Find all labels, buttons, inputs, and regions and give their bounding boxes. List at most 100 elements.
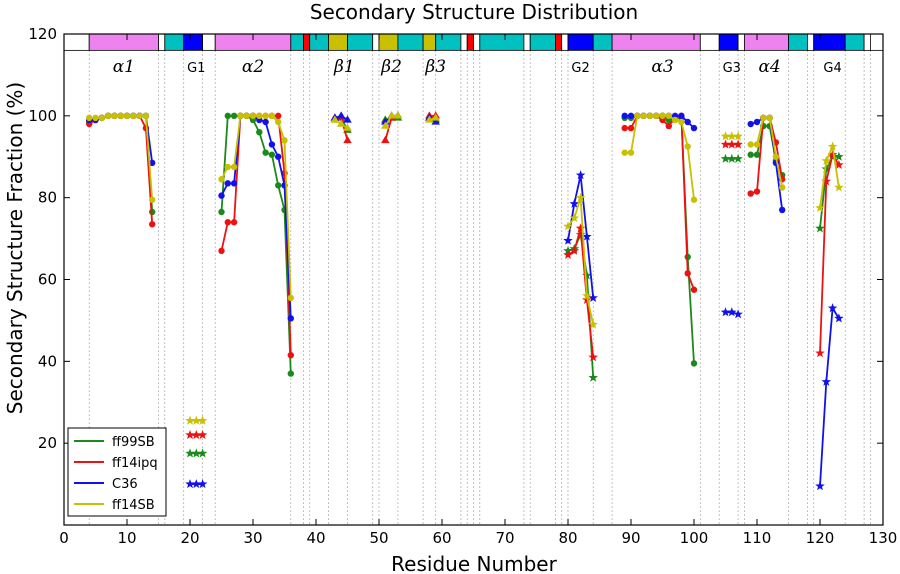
x-tick-label: 40 xyxy=(306,529,325,547)
legend-item-ff99SB: ff99SB xyxy=(74,435,155,450)
structure-block xyxy=(473,33,481,51)
data-point xyxy=(249,112,257,120)
legend-item-ff14SB: ff14SB xyxy=(74,498,155,513)
data-point xyxy=(149,196,156,203)
data-point xyxy=(747,141,754,148)
data-point xyxy=(727,307,737,317)
data-point xyxy=(149,221,156,228)
series-ff14SB xyxy=(86,111,844,425)
data-point xyxy=(747,120,754,128)
structure-block xyxy=(290,33,304,51)
legend-label: ff14SB xyxy=(112,498,155,513)
data-point xyxy=(262,118,269,126)
data-point xyxy=(575,170,586,180)
data-point xyxy=(218,208,225,216)
data-point xyxy=(827,303,838,313)
data-point xyxy=(569,213,580,223)
data-point xyxy=(684,118,691,126)
data-point xyxy=(104,112,112,120)
x-tick-label: 10 xyxy=(117,529,136,547)
structure-block xyxy=(567,33,594,51)
data-point xyxy=(627,112,635,120)
structure-block xyxy=(378,33,399,51)
data-point xyxy=(569,245,580,255)
structure-block xyxy=(63,33,90,51)
data-point xyxy=(727,153,737,163)
data-point xyxy=(256,129,263,136)
segment-label: α4 xyxy=(758,57,780,77)
data-point xyxy=(588,292,598,302)
data-point xyxy=(431,113,440,121)
data-point xyxy=(720,307,731,317)
data-point xyxy=(627,124,635,132)
y-tick-label: 120 xyxy=(28,25,57,43)
segment-label: β3 xyxy=(424,57,446,77)
data-point xyxy=(191,429,202,440)
data-point xyxy=(733,131,743,141)
axis-ticks: 0 10 20 30 40 50 60 70 80 90 100 110 120 130 20 40 60 80 1… xyxy=(28,25,897,547)
x-tick-label: 130 xyxy=(869,529,898,547)
series-line xyxy=(624,114,695,291)
data-point xyxy=(142,112,150,120)
data-point xyxy=(563,235,573,245)
x-tick-label: 20 xyxy=(180,529,199,547)
data-point xyxy=(640,112,647,120)
data-point xyxy=(185,415,195,425)
structure-block xyxy=(718,33,739,51)
structure-block xyxy=(328,33,348,51)
data-point xyxy=(275,182,282,189)
data-point xyxy=(218,192,225,199)
segment-label: G2 xyxy=(571,61,589,76)
data-point xyxy=(684,270,691,277)
data-point xyxy=(381,135,390,144)
secondary-structure-bar xyxy=(63,33,884,51)
data-point xyxy=(275,118,282,126)
structure-block xyxy=(302,33,311,51)
x-tick-label: 30 xyxy=(243,529,262,547)
data-point xyxy=(123,112,131,120)
structure-block xyxy=(479,33,525,51)
data-point xyxy=(671,116,679,124)
data-point xyxy=(720,139,731,149)
structure-block xyxy=(555,33,563,51)
legend-item-C36: C36 xyxy=(74,477,138,492)
data-point xyxy=(588,372,598,382)
data-point xyxy=(753,188,761,195)
data-point xyxy=(690,124,698,132)
x-tick-label: 0 xyxy=(59,529,69,547)
data-point xyxy=(621,149,628,156)
data-point xyxy=(575,192,586,202)
data-point xyxy=(218,247,225,255)
data-point xyxy=(678,112,685,120)
segment-label: β1 xyxy=(333,57,355,77)
data-point xyxy=(733,139,743,149)
data-point xyxy=(343,115,352,123)
structure-block xyxy=(744,33,789,51)
data-point xyxy=(224,180,231,187)
data-point xyxy=(185,429,195,440)
data-point xyxy=(733,309,743,319)
data-point xyxy=(690,286,698,293)
data-point xyxy=(827,141,838,151)
y-tick-label: 80 xyxy=(38,189,57,207)
structure-block xyxy=(737,33,745,51)
data-point xyxy=(582,231,592,241)
structure-block xyxy=(183,33,203,51)
x-tick-label: 80 xyxy=(558,529,577,547)
data-point xyxy=(834,151,844,161)
data-point xyxy=(262,112,269,120)
structure-block xyxy=(844,33,865,51)
data-point xyxy=(815,223,825,233)
structure-block xyxy=(807,33,815,51)
data-point xyxy=(815,481,825,491)
data-point xyxy=(336,111,346,119)
data-point xyxy=(111,112,118,120)
data-point xyxy=(690,360,698,367)
series-line xyxy=(819,143,840,209)
data-point xyxy=(621,112,628,120)
structure-block xyxy=(699,33,720,51)
data-point xyxy=(197,429,208,440)
x-tick-label: 110 xyxy=(743,529,772,547)
y-tick-label: 60 xyxy=(38,271,57,289)
